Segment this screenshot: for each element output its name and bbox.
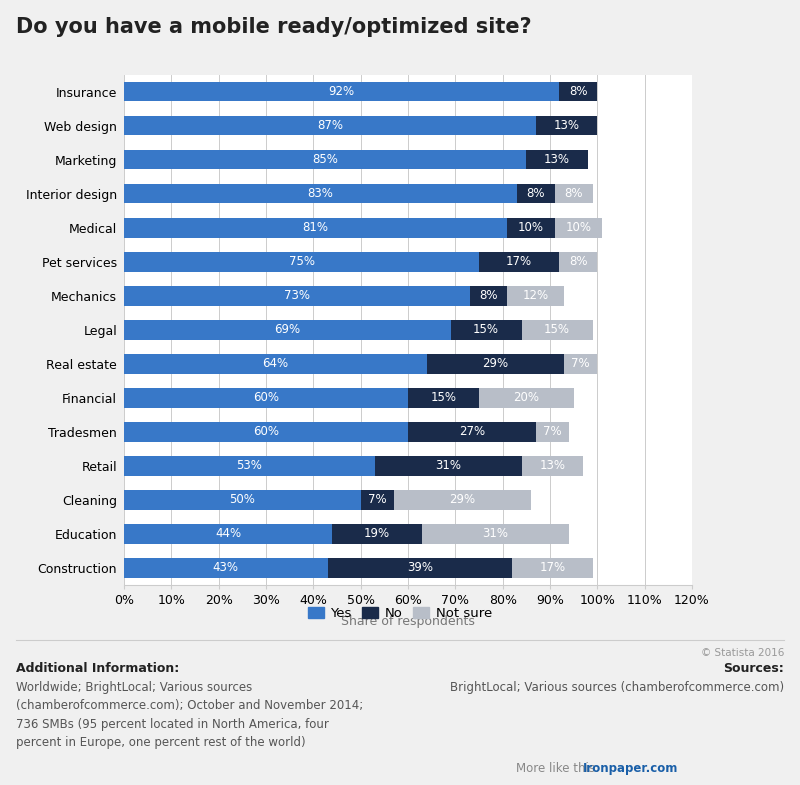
Text: 27%: 27% <box>459 425 485 438</box>
Text: 81%: 81% <box>302 221 329 234</box>
Bar <box>408 422 536 442</box>
Bar <box>536 422 569 442</box>
Text: BrightLocal; Various sources (chamberofcommerce.com): BrightLocal; Various sources (chamberofc… <box>450 681 784 694</box>
Text: 8%: 8% <box>569 255 588 268</box>
Bar <box>124 354 427 374</box>
Bar <box>517 184 554 203</box>
Bar <box>124 115 536 136</box>
Bar <box>450 319 522 340</box>
Text: 50%: 50% <box>230 493 255 506</box>
Bar <box>559 252 598 272</box>
Bar <box>479 252 559 272</box>
Text: 31%: 31% <box>482 528 509 540</box>
Bar <box>512 558 593 578</box>
Legend: Yes, No, Not sure: Yes, No, Not sure <box>302 601 498 626</box>
Bar <box>327 558 512 578</box>
Text: 10%: 10% <box>518 221 544 234</box>
Text: 8%: 8% <box>526 187 545 200</box>
Bar <box>332 524 422 544</box>
Bar <box>507 217 554 238</box>
Bar <box>124 150 526 170</box>
Bar <box>564 354 598 374</box>
Text: 64%: 64% <box>262 357 289 371</box>
Text: 44%: 44% <box>215 528 241 540</box>
Text: 69%: 69% <box>274 323 300 336</box>
Text: 17%: 17% <box>506 255 532 268</box>
Bar <box>124 252 479 272</box>
Text: 53%: 53% <box>237 459 262 473</box>
Text: 20%: 20% <box>514 391 539 404</box>
Text: 73%: 73% <box>284 289 310 302</box>
Bar <box>526 150 588 170</box>
Text: 15%: 15% <box>473 323 499 336</box>
Text: 75%: 75% <box>289 255 314 268</box>
Text: 31%: 31% <box>435 459 462 473</box>
Text: 7%: 7% <box>368 493 386 506</box>
Text: 87%: 87% <box>317 119 343 132</box>
Bar <box>124 524 332 544</box>
Text: Ironpaper.com: Ironpaper.com <box>582 761 678 775</box>
Text: More like this:: More like this: <box>516 761 602 775</box>
Bar <box>522 319 593 340</box>
Text: 15%: 15% <box>544 323 570 336</box>
Text: © Statista 2016: © Statista 2016 <box>701 648 784 658</box>
Bar <box>559 82 598 101</box>
Bar <box>536 115 598 136</box>
Bar <box>124 422 408 442</box>
X-axis label: Share of respondents: Share of respondents <box>341 615 475 628</box>
Bar <box>507 286 564 305</box>
Text: Additional Information:: Additional Information: <box>16 662 179 675</box>
Text: Sources:: Sources: <box>723 662 784 675</box>
Bar <box>522 456 583 476</box>
Text: 39%: 39% <box>407 561 433 575</box>
Bar <box>124 388 408 407</box>
Text: 13%: 13% <box>544 153 570 166</box>
Text: 8%: 8% <box>569 85 588 98</box>
Bar <box>394 490 531 509</box>
Bar <box>479 388 574 407</box>
Text: 10%: 10% <box>566 221 591 234</box>
Bar <box>427 354 564 374</box>
Bar <box>554 217 602 238</box>
Bar <box>124 184 517 203</box>
Bar <box>124 82 559 101</box>
Text: 8%: 8% <box>479 289 498 302</box>
Bar <box>361 490 394 509</box>
Bar <box>124 490 361 509</box>
Bar <box>422 524 569 544</box>
Text: 7%: 7% <box>571 357 590 371</box>
Text: 29%: 29% <box>482 357 509 371</box>
Text: 60%: 60% <box>253 425 279 438</box>
Bar <box>124 319 450 340</box>
Text: 8%: 8% <box>565 187 583 200</box>
Text: 85%: 85% <box>312 153 338 166</box>
Text: 17%: 17% <box>539 561 566 575</box>
Bar <box>124 558 327 578</box>
Text: Worldwide; BrightLocal; Various sources
(chamberofcommerce.com); October and Nov: Worldwide; BrightLocal; Various sources … <box>16 681 363 749</box>
Text: 83%: 83% <box>307 187 334 200</box>
Text: Do you have a mobile ready/optimized site?: Do you have a mobile ready/optimized sit… <box>16 17 532 37</box>
Text: 29%: 29% <box>450 493 475 506</box>
Text: 15%: 15% <box>430 391 457 404</box>
Bar <box>124 456 375 476</box>
Bar <box>408 388 479 407</box>
Text: 13%: 13% <box>554 119 579 132</box>
Text: 43%: 43% <box>213 561 238 575</box>
Text: 92%: 92% <box>329 85 354 98</box>
Text: 13%: 13% <box>539 459 566 473</box>
Bar <box>554 184 593 203</box>
Text: 7%: 7% <box>543 425 562 438</box>
Bar <box>124 286 470 305</box>
Text: 19%: 19% <box>364 528 390 540</box>
Text: 12%: 12% <box>522 289 549 302</box>
Bar <box>470 286 507 305</box>
Bar <box>124 217 507 238</box>
Bar <box>375 456 522 476</box>
Text: 60%: 60% <box>253 391 279 404</box>
